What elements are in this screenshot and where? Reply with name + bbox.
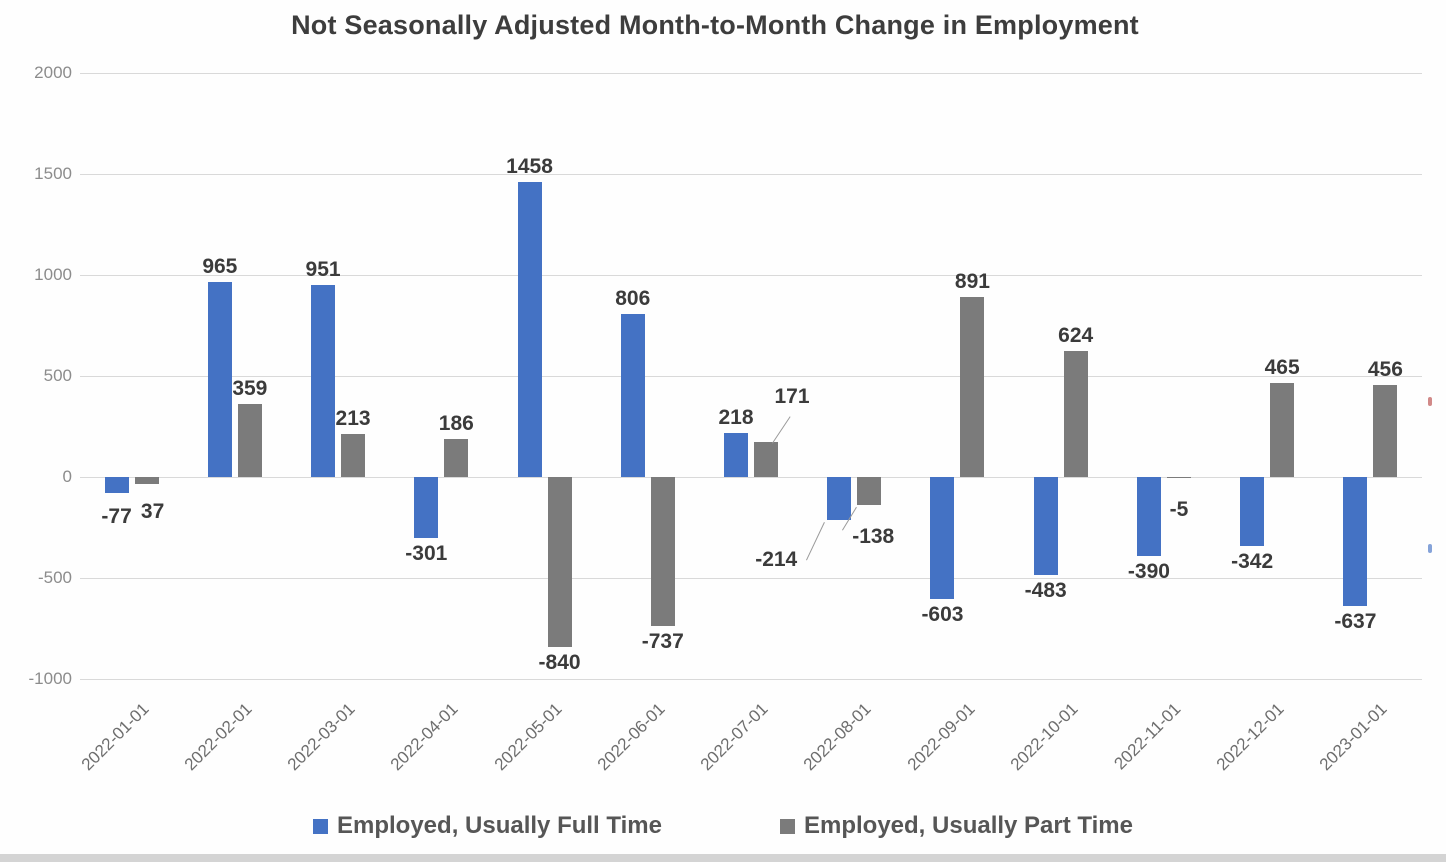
gridline (80, 73, 1422, 74)
bar-full-time (207, 282, 232, 477)
legend-label: Employed, Usually Part Time (803, 812, 1133, 839)
data-label: -390 (1127, 559, 1170, 583)
gridline (80, 376, 1422, 377)
data-label: -214 (755, 548, 798, 572)
data-label: 624 (1058, 323, 1094, 347)
data-label: 465 (1264, 356, 1300, 380)
data-label: -301 (405, 541, 448, 565)
gridline (80, 275, 1422, 276)
data-label: 1458 (506, 155, 553, 179)
x-axis-category-label: 2022-10-01 (1006, 699, 1082, 775)
x-axis-category-label: 2022-04-01 (387, 699, 463, 775)
x-axis-category-label: 2022-03-01 (283, 699, 359, 775)
bar-part-time (650, 477, 675, 626)
data-label: -77 (101, 504, 132, 528)
data-label: -637 (1334, 609, 1377, 633)
bar-part-time (547, 477, 572, 647)
x-axis-category-label: 2022-06-01 (593, 699, 669, 775)
gridline (80, 174, 1422, 175)
bar-part-time (857, 477, 882, 505)
edge-artifact-icon (1428, 397, 1432, 406)
x-axis-category-label: 2022-08-01 (800, 699, 875, 775)
data-label: 806 (615, 287, 651, 311)
legend-swatch-icon (779, 818, 795, 834)
bar-part-time (341, 433, 366, 477)
data-label: 965 (202, 255, 238, 279)
data-label: 218 (718, 405, 754, 429)
legend-label: Employed, Usually Full Time (337, 812, 662, 839)
legend-swatch-icon (313, 818, 328, 834)
bar-full-time (517, 182, 542, 477)
chart-title: Not Seasonally Adjusted Month-to-Month C… (291, 10, 1139, 40)
y-axis-tick-label: 1500 (34, 164, 72, 183)
bar-part-time (960, 297, 985, 477)
bar-part-time (237, 404, 262, 477)
y-axis-tick-label: 2000 (34, 63, 72, 82)
y-axis-tick-label: -1000 (28, 669, 72, 688)
legend-item: Employed, Usually Full Time (313, 812, 662, 840)
legend-item: Employed, Usually Part Time (779, 812, 1133, 840)
gridline (80, 679, 1422, 680)
x-axis-category-label: 2023-01-01 (1316, 699, 1392, 775)
bar-part-time (1166, 477, 1191, 478)
data-label: -737 (641, 629, 684, 653)
data-label: 186 (438, 412, 474, 436)
x-axis-category-label: 2022-09-01 (903, 699, 979, 775)
data-label: -342 (1231, 550, 1274, 574)
data-label: -603 (921, 602, 964, 626)
bar-full-time (311, 284, 336, 477)
data-label: 37 (140, 500, 165, 524)
bar-full-time (724, 432, 748, 477)
bar-part-time (444, 439, 469, 477)
data-label: -840 (538, 650, 581, 674)
bar-full-time (930, 477, 955, 599)
y-axis-tick-label: 500 (43, 366, 72, 385)
data-label: 359 (232, 377, 268, 401)
bar-full-time (104, 477, 129, 493)
edge-artifact-icon (1428, 544, 1432, 553)
data-label: 171 (774, 385, 810, 409)
data-label: -483 (1024, 578, 1067, 602)
bar-part-time (134, 477, 159, 485)
bar-full-time (1033, 477, 1058, 575)
bar-part-time (1270, 383, 1295, 477)
bar-part-time (754, 442, 778, 477)
x-axis-category-label: 2022-12-01 (1212, 699, 1288, 775)
x-axis-category-label: 2022-05-01 (490, 699, 566, 775)
y-axis-tick-label: -500 (37, 568, 72, 587)
x-axis-category-label: 2022-02-01 (180, 699, 256, 775)
bar-full-time (1240, 477, 1265, 547)
data-label: -5 (1169, 498, 1189, 521)
x-axis-category-label: 2022-07-01 (696, 699, 772, 775)
gridline (80, 477, 1422, 478)
data-label: -138 (852, 524, 895, 548)
data-label: 891 (954, 270, 990, 294)
bar-full-time (620, 314, 645, 477)
gridline (80, 578, 1422, 579)
data-label: 213 (335, 406, 371, 430)
data-label: 456 (1367, 357, 1403, 381)
bar-full-time (1136, 477, 1161, 556)
x-axis-category-label: 2022-01-01 (77, 699, 153, 775)
bar-part-time (1063, 350, 1088, 477)
bar-part-time (1373, 384, 1398, 477)
bar-full-time (414, 477, 439, 538)
bar-full-time (827, 477, 852, 521)
data-label: 951 (305, 257, 341, 281)
bar-full-time (1343, 477, 1368, 606)
chart-legend: Employed, Usually Full Time Employed, Usu… (0, 812, 1446, 840)
bottom-strip (0, 854, 1446, 862)
y-axis-tick-label: 1000 (34, 265, 72, 284)
x-axis-category-label: 2022-11-01 (1110, 699, 1185, 774)
y-axis-tick-label: 0 (62, 467, 72, 486)
